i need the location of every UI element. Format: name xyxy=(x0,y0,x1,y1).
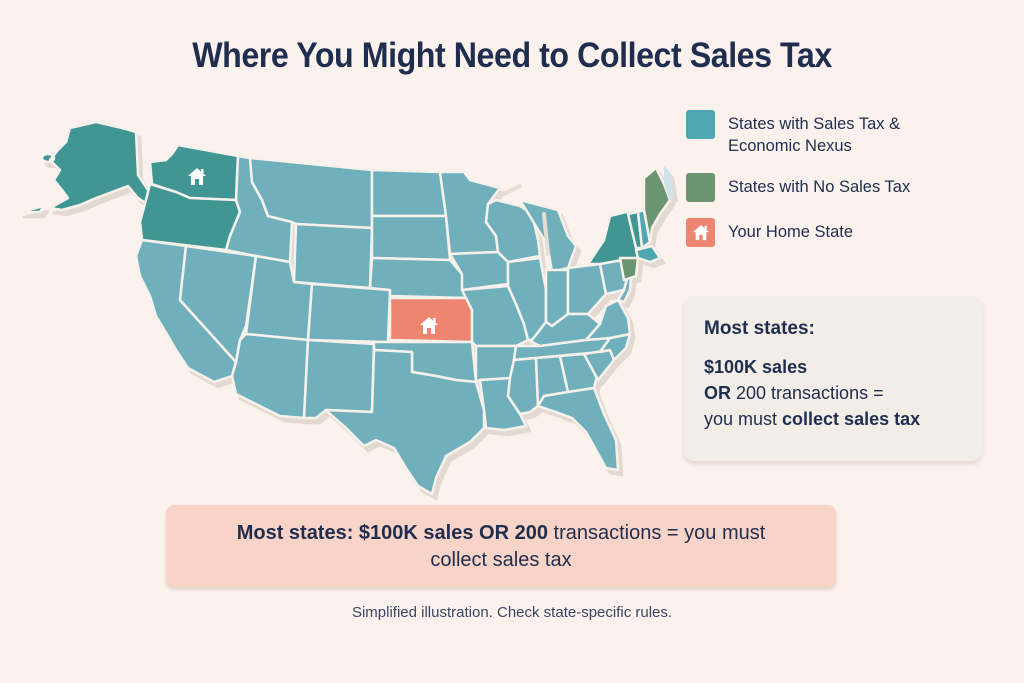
house-icon xyxy=(692,224,709,240)
info-card-sales-threshold: $100K sales xyxy=(704,357,808,377)
legend-label: Economic Nexus xyxy=(728,137,852,155)
legend-swatch-sales-tax xyxy=(686,110,715,139)
state-south-dakota xyxy=(370,214,452,262)
state-texas xyxy=(324,348,486,496)
state-wyoming xyxy=(292,222,374,290)
info-card-heading: Most states: xyxy=(704,318,815,339)
legend-label: States with Sales Tax & xyxy=(728,115,901,133)
house-icon xyxy=(188,168,206,185)
info-card-you-must: you must xyxy=(704,409,783,429)
footnote: Simplified illustration. Check state-spe… xyxy=(351,604,673,621)
state-maine xyxy=(642,166,672,244)
threshold-info-card: Most states: $100K sales OR 200 transact… xyxy=(684,296,982,461)
state-new-mexico xyxy=(302,338,376,420)
legend-item-no-sales-tax: States with No Sales Tax xyxy=(686,173,986,202)
info-card-collect: collect sales tax xyxy=(782,409,921,429)
legend-item-home-state: Your Home State xyxy=(686,218,986,247)
legend-label: States with No Sales Tax xyxy=(728,178,911,196)
legend-label: Your Home State xyxy=(728,223,854,241)
state-alaska xyxy=(18,120,152,214)
legend-swatch-home-state xyxy=(686,218,715,247)
banner-text-line2: collect sales tax xyxy=(430,549,572,571)
legend-swatch-no-sales-tax xyxy=(686,173,715,202)
state-connecticut xyxy=(618,256,640,282)
maine-coast xyxy=(664,166,674,200)
legend-item-sales-tax-nexus: States with Sales Tax & Economic Nexus xyxy=(686,110,986,157)
us-map xyxy=(18,120,674,496)
house-icon xyxy=(420,317,438,334)
banner-text: transactions = you must xyxy=(547,522,766,544)
page-title: Where You Might Need to Collect Sales Ta… xyxy=(192,36,832,75)
legend: States with Sales Tax & Economic Nexus S… xyxy=(686,110,986,263)
state-massachusetts xyxy=(634,244,662,264)
summary-banner: Most states: $100K sales OR 200 transact… xyxy=(166,505,836,587)
banner-bold-text: Most states: $100K sales OR 200 xyxy=(236,522,548,544)
state-florida xyxy=(536,386,620,472)
info-card-or: OR xyxy=(704,383,731,403)
state-colorado xyxy=(306,282,392,344)
state-virginia xyxy=(584,298,632,342)
state-north-dakota xyxy=(370,168,448,218)
info-card-transactions: 200 transactions = xyxy=(731,383,884,403)
state-arizona xyxy=(230,332,310,420)
